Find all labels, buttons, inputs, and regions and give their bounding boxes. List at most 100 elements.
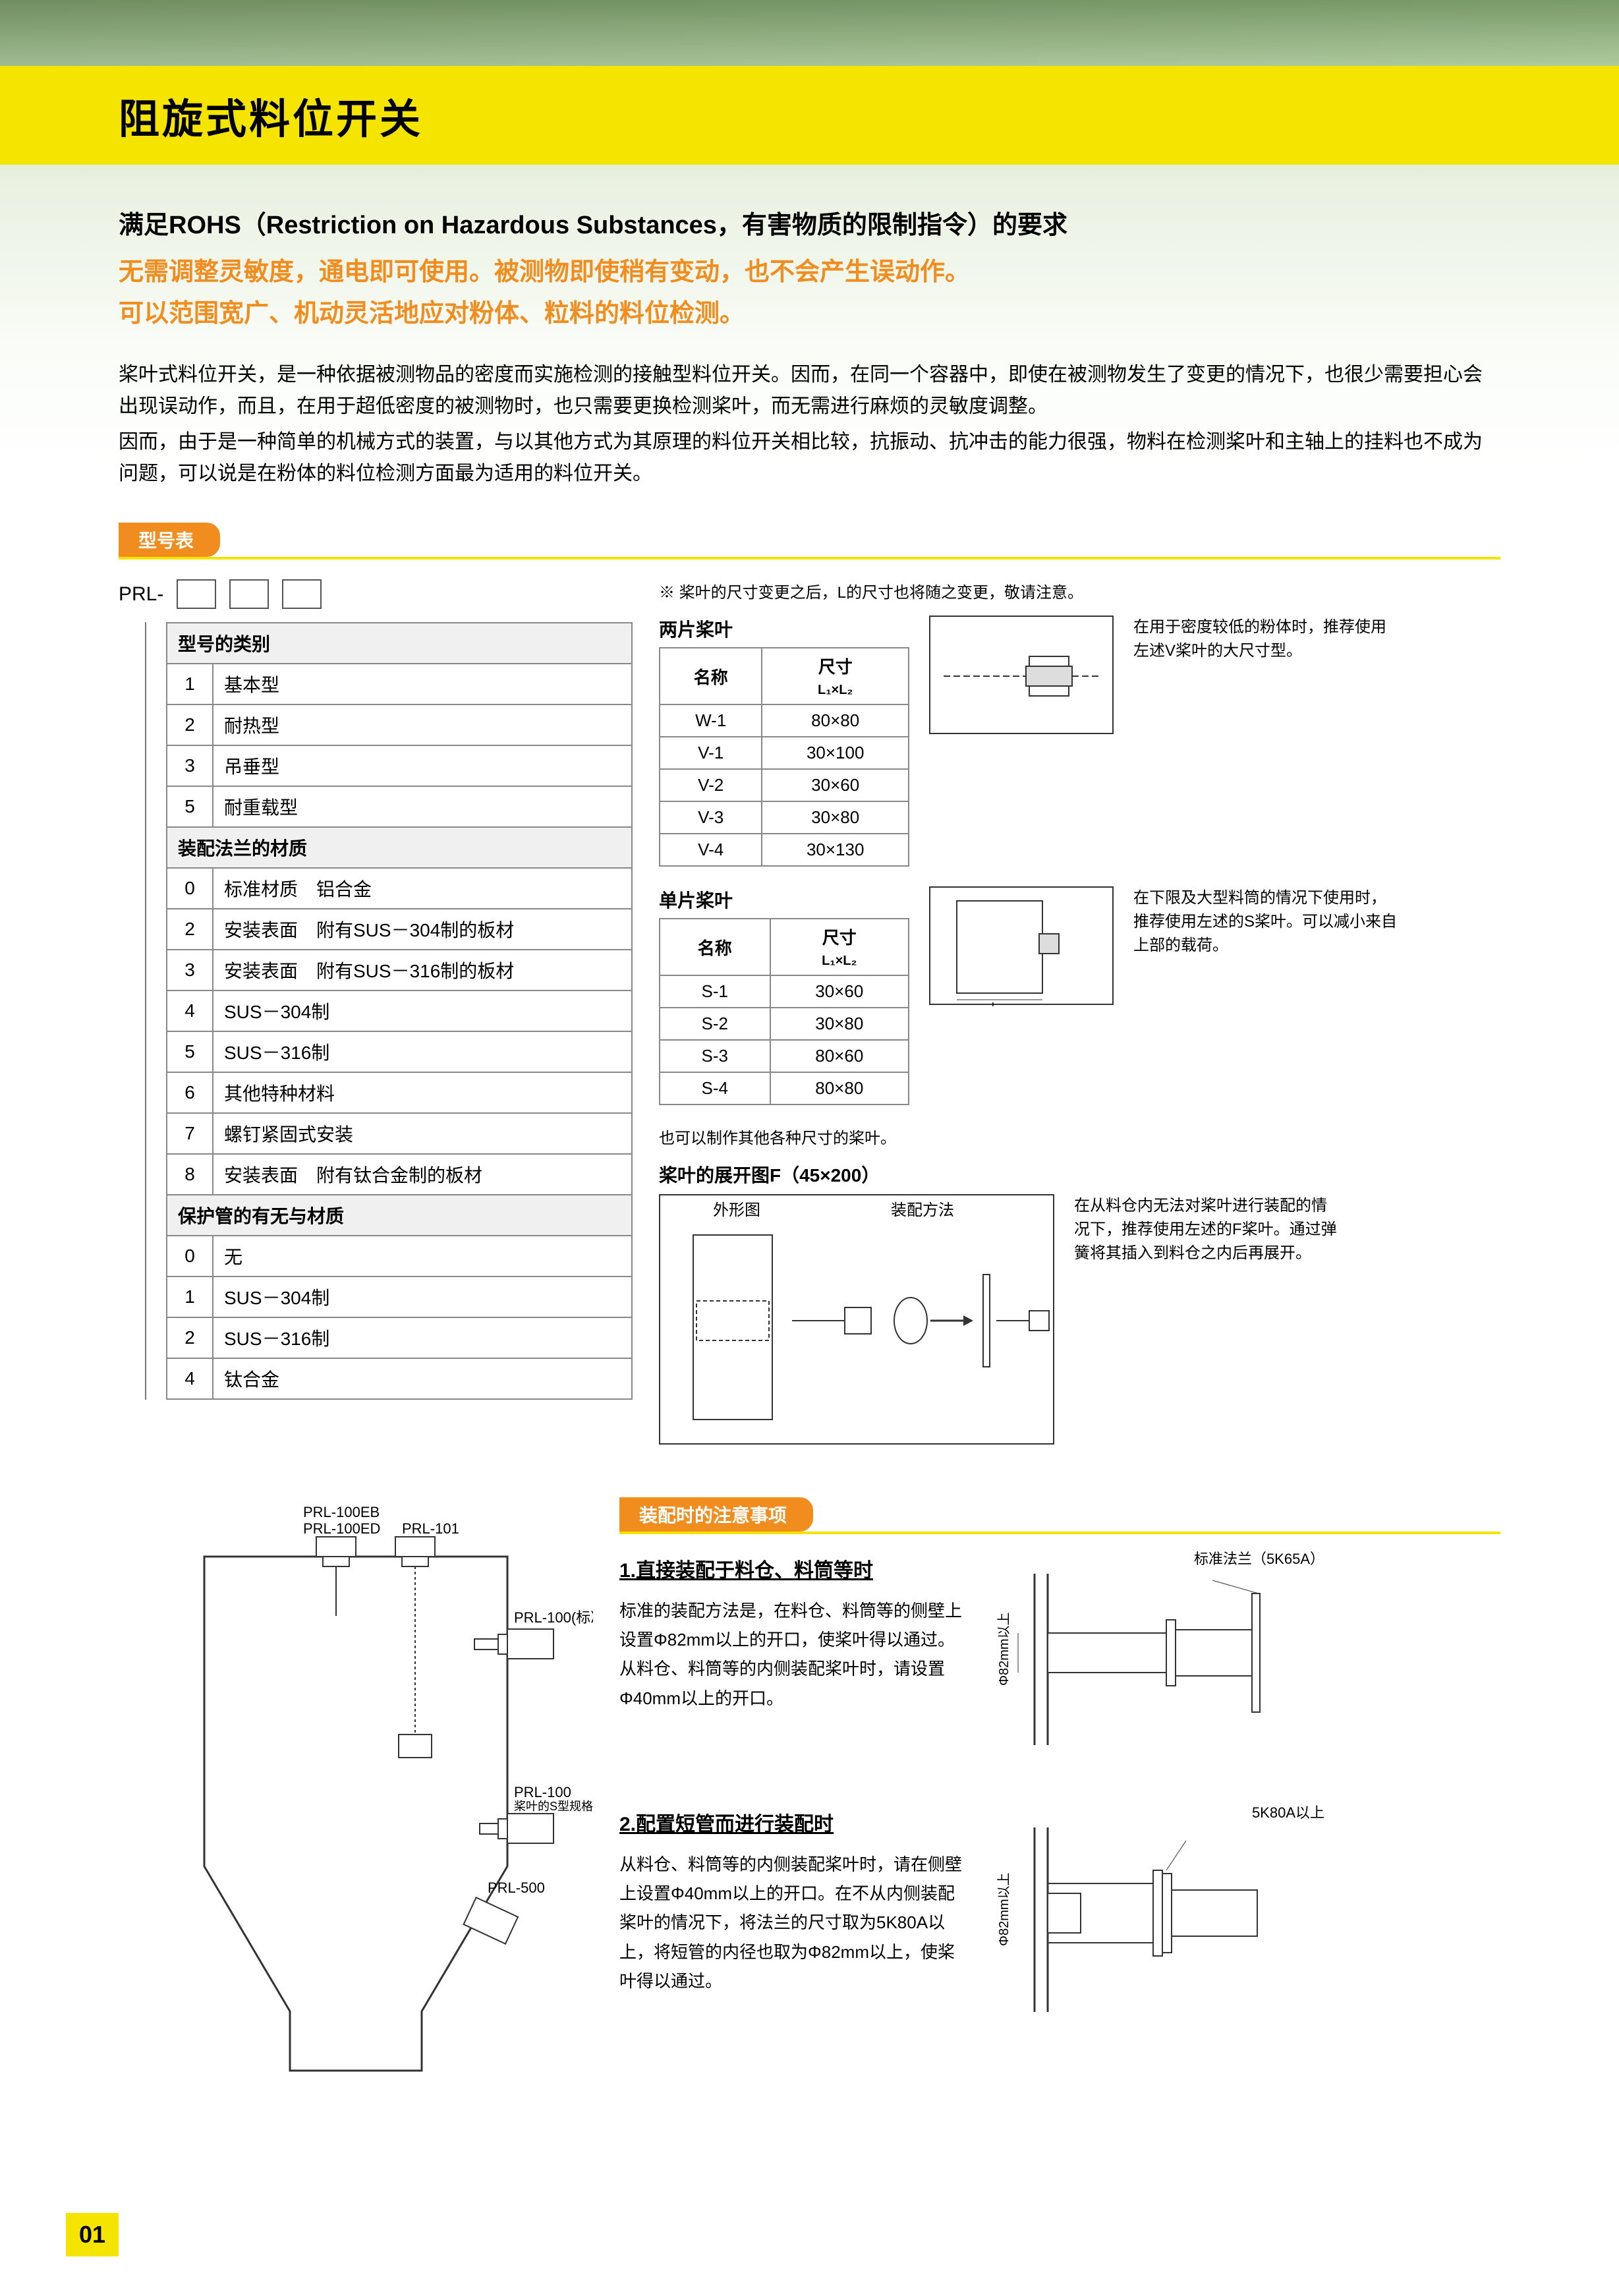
blade-size-cell: 30×100 bbox=[762, 737, 909, 769]
prl-box-2 bbox=[229, 579, 269, 609]
table-row: 2安装表面 附有SUS－304制的板材 bbox=[167, 909, 632, 950]
name-cell: 无 bbox=[213, 1236, 632, 1277]
blade-name-cell: W-1 bbox=[660, 704, 762, 737]
code-cell: 2 bbox=[167, 1317, 213, 1358]
tube-header: 保护管的有无与材质 bbox=[167, 1195, 632, 1236]
table-row: V-230×60 bbox=[660, 769, 909, 801]
code-cell: 3 bbox=[167, 950, 213, 990]
name-cell: SUS－316制 bbox=[213, 1031, 632, 1072]
blade-size-cell: 30×130 bbox=[762, 834, 909, 866]
table-row: 8安装表面 附有钛合金制的板材 bbox=[167, 1154, 632, 1195]
install1-text: 标准的装配方法是，在料仓、料筒等的侧壁上设置Φ82mm以上的开口，使桨叶得以通过… bbox=[619, 1596, 962, 1713]
svg-text:L₁: L₁ bbox=[992, 1001, 1001, 1006]
name-cell: 耐热型 bbox=[213, 704, 632, 745]
table-row: 1基本型 bbox=[167, 664, 632, 704]
code-cell: 5 bbox=[167, 786, 213, 827]
expand-label-2: 装配方法 bbox=[891, 1201, 954, 1219]
model-tag: 型号表 bbox=[119, 523, 220, 557]
page-title: 阻旋式料位开关 bbox=[119, 97, 423, 142]
one-blade-diagram: L₁ bbox=[929, 886, 1114, 1005]
intro-paragraphs: 桨叶式料位开关，是一种依据被测物品的密度而实施检测的接触型料位开关。因而，在同一… bbox=[119, 359, 1500, 490]
install2-diagram: 5K80A以上 Φ82mm以上 bbox=[982, 1808, 1324, 2035]
table-row: 3吊垂型 bbox=[167, 745, 632, 786]
silo-l4: PRL-100(标准) bbox=[514, 1609, 593, 1626]
name-cell: 其他特种材料 bbox=[213, 1072, 632, 1113]
install1-heading: 1.直接装配于料仓、料筒等时 bbox=[619, 1554, 962, 1583]
silo-diagram: PRL-100EB PRL-100ED PRL-101 PRL-100(标准) bbox=[119, 1497, 593, 2090]
two-blade-title: 两片桨叶 bbox=[659, 616, 909, 642]
expand-section: 桨叶的展开图F（45×200） 外形图 装配方法 bbox=[659, 1161, 1500, 1445]
star-note: ※ 桨叶的尺寸变更之后，L的尺寸也将随之变更，敬请注意。 bbox=[659, 579, 1500, 602]
one-blade-title: 单片桨叶 bbox=[659, 886, 909, 913]
blade-size-cell: 80×60 bbox=[770, 1040, 909, 1072]
name-cell: 安装表面 附有钛合金制的板材 bbox=[213, 1154, 632, 1195]
silo-column: PRL-100EB PRL-100ED PRL-101 PRL-100(标准) bbox=[119, 1497, 593, 2094]
name-cell: SUS－304制 bbox=[213, 1277, 632, 1317]
code-cell: 0 bbox=[167, 1236, 213, 1277]
blade-size-cell: 30×60 bbox=[762, 769, 909, 801]
blade-name-cell: S-1 bbox=[660, 975, 770, 1008]
orange-text-2: 可以范围宽广、机动灵活地应对粉体、粒料的料位检测。 bbox=[119, 295, 1500, 333]
table-row: V-330×80 bbox=[660, 801, 909, 834]
blade-size-cell: 30×60 bbox=[770, 975, 909, 1008]
blade-size-cell: 30×80 bbox=[770, 1008, 909, 1040]
blade-name-cell: S-2 bbox=[660, 1008, 770, 1040]
orange-text-1: 无需调整灵敏度，通电即可使用。被测物即使稍有变动，也不会产生误动作。 bbox=[119, 254, 1500, 291]
silo-l1: PRL-100EB bbox=[303, 1504, 380, 1520]
rohs-heading: 满足ROHS（Restriction on Hazardous Substanc… bbox=[119, 204, 1500, 241]
prl-prefix-row: PRL- bbox=[119, 579, 633, 609]
two-blade-table: 名称 尺寸L₁×L₂ W-180×80V-130×100V-230×60V-33… bbox=[659, 647, 909, 867]
blade-name-cell: V-1 bbox=[660, 737, 762, 769]
blade-size-cell: 30×80 bbox=[762, 801, 909, 834]
install2-flange-label: 5K80A以上 bbox=[1252, 1801, 1324, 1822]
col-name2: 名称 bbox=[660, 919, 770, 975]
code-cell: 6 bbox=[167, 1072, 213, 1113]
install-right-col: 装配时的注意事项 1.直接装配于料仓、料筒等时 标准的装配方法是，在料仓、料筒等… bbox=[619, 1497, 1500, 2094]
yellow-divider-2 bbox=[619, 1532, 1500, 1534]
name-cell: 安装表面 附有SUS－316制的板材 bbox=[213, 950, 632, 990]
blade-name-cell: S-3 bbox=[660, 1040, 770, 1072]
table-row: V-130×100 bbox=[660, 737, 909, 769]
prl-prefix: PRL- bbox=[119, 583, 163, 606]
install2-dim: Φ82mm以上 bbox=[996, 1872, 1011, 1946]
category-header: 型号的类别 bbox=[167, 623, 632, 664]
code-cell: 4 bbox=[167, 990, 213, 1031]
name-cell: 钛合金 bbox=[213, 1358, 632, 1399]
one-blade-svg: L₁ bbox=[930, 888, 1115, 1006]
install-item-2: 2.配置短管而进行装配时 从料仓、料筒等的内侧装配桨叶时，请在侧壁上设置Φ40m… bbox=[619, 1808, 1500, 2035]
table-row: 5耐重载型 bbox=[167, 786, 632, 827]
col-size2: 尺寸L₁×L₂ bbox=[770, 919, 909, 975]
one-blade-note: 在下限及大型料筒的情况下使用时，推荐使用左述的S桨叶。可以减小来自上部的载荷。 bbox=[1133, 886, 1397, 958]
title-bar: 阻旋式料位开关 bbox=[0, 66, 1619, 165]
expand-svg: 外形图 装配方法 bbox=[660, 1195, 1056, 1446]
top-decoration bbox=[0, 0, 1619, 66]
name-cell: 耐重载型 bbox=[213, 786, 632, 827]
page-number: 01 bbox=[66, 2213, 119, 2256]
table-row: 6其他特种材料 bbox=[167, 1072, 632, 1113]
blade-name-cell: V-4 bbox=[660, 834, 762, 866]
silo-l5b: 桨叶的S型规格 bbox=[514, 1800, 593, 1813]
table-row: 0标准材质 铝合金 bbox=[167, 868, 632, 909]
install1-diagram: 标准法兰（5K65A） Φ82mm以上 bbox=[982, 1554, 1324, 1768]
model-right-col: ※ 桨叶的尺寸变更之后，L的尺寸也将随之变更，敬请注意。 两片桨叶 名称 尺寸L… bbox=[659, 579, 1500, 1445]
code-cell: 4 bbox=[167, 1358, 213, 1399]
tree-connector: 型号的类别 1基本型2耐热型3吊垂型5耐重载型 装配法兰的材质 0标准材质 铝合… bbox=[145, 622, 633, 1400]
expand-label-1: 外形图 bbox=[713, 1201, 760, 1219]
col-name: 名称 bbox=[660, 648, 762, 704]
intro-p1: 桨叶式料位开关，是一种依据被测物品的密度而实施检测的接触型料位开关。因而，在同一… bbox=[119, 359, 1500, 422]
table-row: 2耐热型 bbox=[167, 704, 632, 745]
name-cell: 基本型 bbox=[213, 664, 632, 704]
name-cell: SUS－304制 bbox=[213, 990, 632, 1031]
expand-note: 在从料仓内无法对桨叶进行装配的情况下，推荐使用左述的F桨叶。通过弹簧将其插入到料… bbox=[1074, 1194, 1338, 1265]
expand-title: 桨叶的展开图F（45×200） bbox=[659, 1161, 1500, 1188]
table-row: 5SUS－316制 bbox=[167, 1031, 632, 1072]
table-row: 7螺钉紧固式安装 bbox=[167, 1113, 632, 1154]
table-row: S-130×60 bbox=[660, 975, 909, 1008]
blade-name-cell: S-4 bbox=[660, 1072, 770, 1105]
intro-p2: 因而，由于是一种简单的机械方式的装置，与以其他方式为其原理的料位开关相比较，抗振… bbox=[119, 426, 1500, 490]
flange-header: 装配法兰的材质 bbox=[167, 827, 632, 868]
silo-l2: PRL-100ED bbox=[303, 1520, 380, 1537]
name-cell: 吊垂型 bbox=[213, 745, 632, 786]
code-cell: 7 bbox=[167, 1113, 213, 1154]
code-cell: 1 bbox=[167, 1277, 213, 1317]
